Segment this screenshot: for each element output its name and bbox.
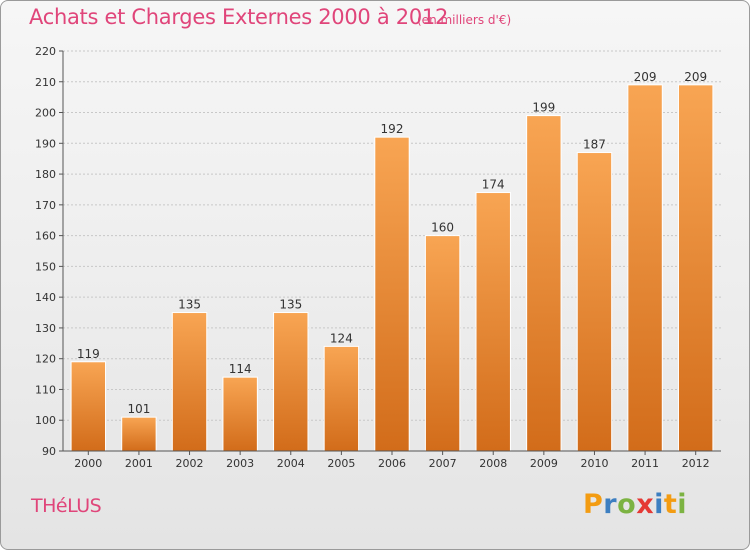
bar — [323, 345, 360, 452]
y-tick-label: 210 — [35, 76, 56, 89]
y-tick-label: 90 — [42, 445, 56, 458]
bar — [526, 115, 562, 452]
bar — [70, 361, 107, 452]
bar — [121, 416, 157, 452]
y-tick-label: 170 — [35, 199, 56, 212]
x-tick-label: 2008 — [479, 457, 507, 470]
logo-letter: t — [663, 489, 678, 520]
chart-subtitle: (en milliers d'€) — [417, 13, 512, 27]
bar — [273, 312, 309, 452]
x-tick-label: 2004 — [277, 457, 305, 470]
x-tick-label: 2006 — [378, 457, 406, 470]
bar — [424, 235, 461, 452]
bar — [374, 136, 410, 452]
bar — [222, 376, 258, 452]
data-label: 160 — [431, 221, 454, 235]
logo-letter: r — [603, 489, 618, 520]
logo-letter: x — [636, 489, 655, 520]
y-tick-label: 160 — [35, 230, 56, 243]
x-tick-label: 2003 — [226, 457, 254, 470]
bar — [677, 84, 714, 452]
axes: 90 100 110 120 130 140 150 160 170 180 190 200 210 22… — [35, 45, 721, 470]
bar — [475, 192, 511, 452]
y-tick-label: 150 — [35, 260, 56, 273]
y-tick-label: 110 — [35, 383, 56, 396]
logo-letter: i — [677, 489, 688, 520]
y-tick-label: 130 — [35, 322, 56, 335]
y-tick-label: 100 — [35, 414, 56, 427]
data-label: 101 — [127, 402, 150, 416]
logo-letter: o — [617, 489, 637, 520]
data-label: 209 — [634, 70, 657, 84]
data-label: 135 — [279, 298, 302, 312]
y-tick-label: 220 — [35, 45, 56, 58]
data-label: 114 — [229, 362, 252, 376]
chart-title: Achats et Charges Externes 2000 à 2012 — [29, 5, 449, 29]
data-label: 192 — [381, 122, 404, 136]
bar — [627, 84, 663, 452]
data-label: 209 — [684, 70, 707, 84]
x-tick-label: 2000 — [74, 457, 102, 470]
city-name: THéLUS — [31, 495, 102, 517]
proxiti-logo[interactable]: Proxiti — [583, 489, 687, 520]
logo-letter: i — [654, 489, 664, 520]
data-label: 174 — [482, 178, 505, 192]
x-tick-label: 2010 — [580, 457, 608, 470]
bar — [576, 152, 613, 452]
logo-letter: P — [583, 489, 604, 520]
data-label: 187 — [583, 138, 606, 152]
y-tick-label: 120 — [35, 353, 56, 366]
data-label: 124 — [330, 331, 353, 345]
bars: 119 101 135 114 135 124 192 160 174 199 187 209 209 — [70, 70, 714, 452]
y-tick-label: 190 — [35, 137, 56, 150]
x-tick-label: 2005 — [327, 457, 355, 470]
x-tick-label: 2007 — [429, 457, 457, 470]
y-tick-label: 180 — [35, 168, 56, 181]
x-tick-label: 2002 — [176, 457, 204, 470]
data-label: 135 — [178, 298, 201, 312]
x-tick-label: 2009 — [530, 457, 558, 470]
x-tick-label: 2011 — [631, 457, 659, 470]
x-tick-label: 2001 — [125, 457, 153, 470]
data-label: 119 — [77, 347, 100, 361]
bar — [171, 312, 208, 452]
x-tick-label: 2012 — [682, 457, 710, 470]
y-tick-label: 200 — [35, 107, 56, 120]
y-tick-label: 140 — [35, 291, 56, 304]
data-label: 199 — [532, 101, 555, 115]
